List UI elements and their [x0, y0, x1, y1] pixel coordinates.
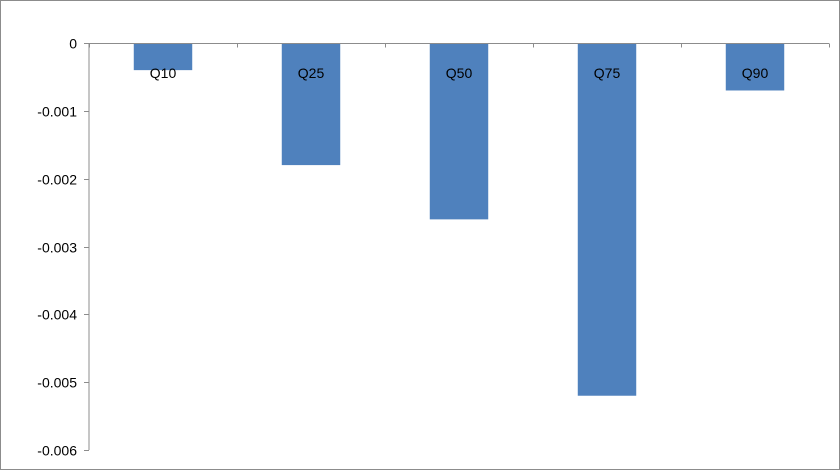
category-label-q25: Q25	[298, 65, 325, 81]
y-tick-label: -0.006	[37, 443, 77, 459]
y-tick-label: -0.002	[37, 172, 77, 188]
category-label-q10: Q10	[150, 65, 177, 81]
y-tick-label: -0.004	[37, 307, 77, 323]
y-tick-label: -0.003	[37, 240, 77, 256]
bar-q75	[577, 43, 637, 396]
y-tick-label: 0	[69, 36, 77, 52]
bars	[133, 43, 785, 396]
y-axis: 0 -0.001 -0.002 -0.003 -0.004 -0.005 -0.006	[37, 36, 90, 459]
bar-q50	[429, 43, 489, 220]
category-label-q50: Q50	[446, 65, 473, 81]
y-tick-label: -0.001	[37, 104, 77, 120]
bar-q10	[133, 43, 193, 71]
category-label-q75: Q75	[594, 65, 621, 81]
bar-q90	[725, 43, 785, 91]
x-axis	[89, 43, 830, 48]
category-labels: Q10 Q25 Q50 Q75 Q90	[150, 65, 769, 81]
y-tick-label: -0.005	[37, 375, 77, 391]
category-label-q90: Q90	[742, 65, 769, 81]
bar-q25	[281, 43, 341, 166]
